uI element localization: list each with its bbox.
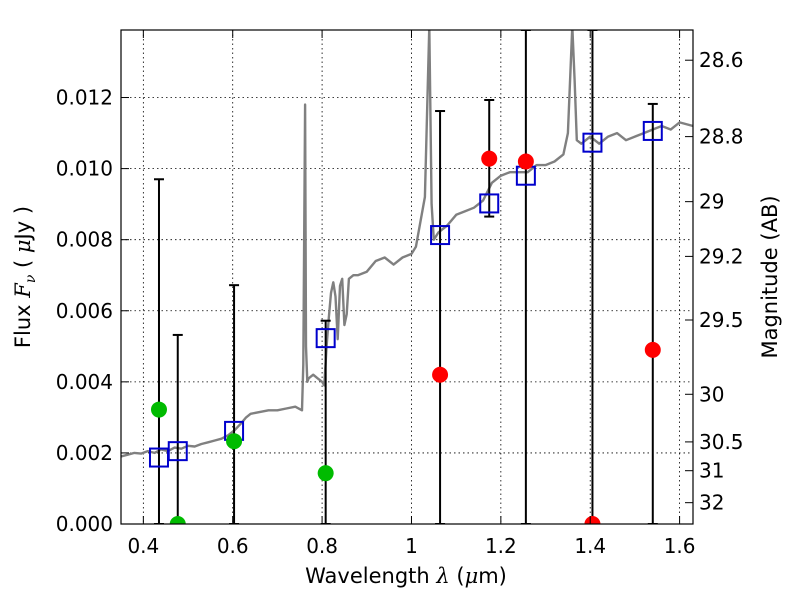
y-tick-label: 0.000 <box>56 512 113 536</box>
magnitude-tick-label: 32 <box>699 491 724 515</box>
x-tick-label: 0.6 <box>217 534 249 558</box>
error-bars <box>153 30 658 524</box>
x-tick-label: 1 <box>405 534 418 558</box>
y-axis-ticks: 0.000 0.002 0.004 0.006 0.008 0.010 0.012 <box>56 86 129 536</box>
model-photometry-square <box>642 120 663 141</box>
x-tick-label: 1.2 <box>485 534 517 558</box>
magnitude-axis-ticks: 28.6 28.8 29 29.2 29.5 30 30.5 31 32 <box>685 48 744 515</box>
magnitude-tick-label: 28.8 <box>699 125 744 149</box>
y-axis-label: Flux Fν ( μJy ) <box>11 206 39 348</box>
magnitude-tick-label: 29.5 <box>699 308 744 332</box>
y-tick-label: 0.008 <box>56 228 113 252</box>
undetected-flux-point <box>317 465 334 482</box>
model-photometry-square <box>430 225 451 246</box>
x-tick-label: 1.4 <box>574 534 606 558</box>
detected-flux-point <box>517 153 534 170</box>
model-photometry-square <box>315 328 336 349</box>
magnitude-axis-label: Magnitude (AB) <box>758 195 782 358</box>
y-tick-label: 0.006 <box>56 299 113 323</box>
plot-area <box>121 30 693 524</box>
x-tick-label: 0.8 <box>306 534 338 558</box>
plot-frame <box>120 29 694 525</box>
model-photometry-square <box>479 193 500 214</box>
detected-flux-point <box>644 341 661 358</box>
detected-flux-point <box>481 150 498 167</box>
plot-content <box>121 30 693 524</box>
model-photometry-square <box>582 132 603 153</box>
model-photometry-square <box>167 441 188 462</box>
detected-flux-point <box>432 366 449 383</box>
undetected-flux-point <box>226 433 243 450</box>
y-tick-label: 0.012 <box>56 86 113 110</box>
magnitude-tick-label: 29.2 <box>699 244 744 268</box>
y-tick-label: 0.004 <box>56 370 113 394</box>
magnitude-tick-label: 28.6 <box>699 48 744 72</box>
x-axis-label: Wavelength λ (μm) <box>305 564 507 588</box>
x-tick-label: 1.6 <box>664 534 696 558</box>
undetected-flux-point <box>169 516 186 524</box>
magnitude-tick-label: 30.5 <box>699 430 744 454</box>
x-tick-label: 0.4 <box>127 534 159 558</box>
undetected-flux-point <box>150 401 167 418</box>
x-axis-ticks: 0.4 0.6 0.8 1 1.2 1.4 1.6 <box>127 30 696 558</box>
y-tick-label: 0.002 <box>56 441 113 465</box>
magnitude-tick-label: 31 <box>699 459 724 483</box>
observed-photometry-points <box>150 150 661 524</box>
magnitude-tick-label: 29 <box>699 190 724 214</box>
y-tick-label: 0.010 <box>56 157 113 181</box>
magnitude-tick-label: 30 <box>699 382 724 406</box>
detected-flux-point <box>584 516 601 524</box>
